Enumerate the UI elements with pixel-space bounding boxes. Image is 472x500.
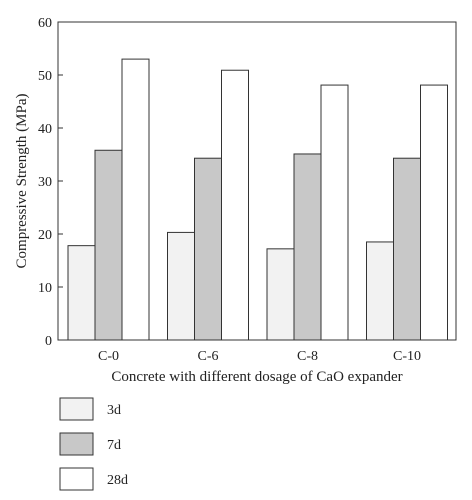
- bar-c-10-28d: [420, 84, 448, 341]
- bar-group-c-6: [167, 69, 249, 341]
- y-tick-label: 60: [38, 16, 52, 31]
- y-axis-title: Compressive Strength (MPa): [14, 94, 30, 269]
- x-axis: C-0 C-6 C-8 C-10: [98, 335, 421, 364]
- bars: [67, 58, 448, 341]
- bar-group-c-0: [67, 58, 150, 341]
- y-tick-label: 30: [38, 175, 52, 190]
- y-tick-label: 10: [38, 281, 52, 296]
- legend-label-28d: 28d: [107, 473, 128, 488]
- legend-label-3d: 3d: [107, 403, 121, 418]
- legend-item-28d: 28d: [59, 467, 128, 491]
- bar-c-0-3d: [67, 245, 96, 341]
- bar-c-10-7d: [393, 157, 421, 341]
- x-tick-label: C-8: [297, 349, 318, 364]
- legend-swatch-7d: [59, 432, 94, 456]
- plot-area: 0 10 20 30 40 50 60 C-0 C-6 C-8 C-10: [38, 16, 457, 364]
- bar-c-6-3d: [167, 231, 195, 341]
- y-tick-label: 40: [38, 122, 52, 137]
- x-axis-title: Concrete with different dosage of CaO ex…: [111, 369, 402, 385]
- legend-swatch-3d: [59, 397, 94, 421]
- bar-c-8-28d: [320, 84, 349, 341]
- x-tick-label: C-10: [393, 349, 421, 364]
- y-axis: 0 10 20 30 40 50 60: [38, 16, 63, 349]
- legend-item-3d: 3d: [59, 397, 121, 421]
- legend-item-7d: 7d: [59, 432, 121, 456]
- bar-c-0-28d: [121, 58, 150, 341]
- y-tick-label: 20: [38, 228, 52, 243]
- bar-c-8-7d: [293, 153, 322, 341]
- bar-c-6-7d: [194, 157, 222, 341]
- bar-c-0-7d: [94, 149, 123, 341]
- bar-c-10-3d: [366, 241, 394, 341]
- y-tick-label: 0: [45, 334, 52, 349]
- legend: 3d 7d 28d: [59, 397, 128, 491]
- x-tick-label: C-6: [198, 349, 219, 364]
- bar-c-6-28d: [221, 69, 249, 341]
- bar-group-c-8: [266, 84, 349, 341]
- bar-c-8-3d: [266, 248, 295, 341]
- legend-swatch-28d: [59, 467, 94, 491]
- bar-group-c-10: [366, 84, 448, 341]
- x-tick-label: C-0: [98, 349, 119, 364]
- y-tick-label: 50: [38, 69, 52, 84]
- legend-label-7d: 7d: [107, 438, 121, 453]
